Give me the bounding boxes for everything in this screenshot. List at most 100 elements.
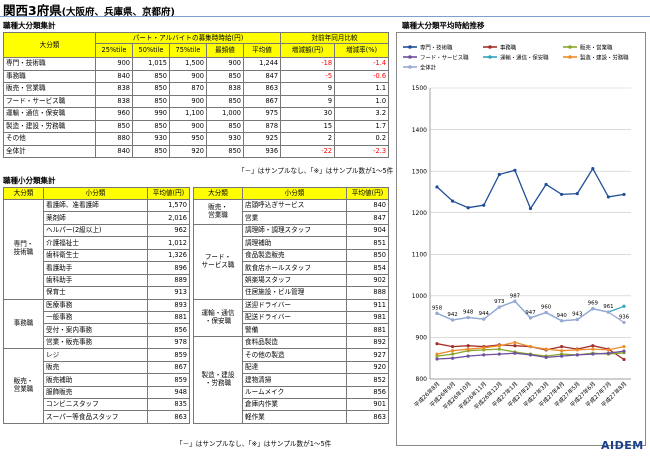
small-category-table: 大分類 小分類 平均値(円) 大分類 小分類 平均値(円) 専門・ 技術職 看護師、准看護師 1…: [3, 187, 389, 424]
large-row-value: 838: [206, 82, 244, 96]
large-row-value: 1,500: [169, 57, 207, 71]
large-row-value: 840: [95, 69, 133, 83]
large-row-value: 1.1: [334, 82, 390, 96]
large-row-value: 900: [95, 57, 133, 71]
column-gap: [190, 274, 194, 286]
data-point: [497, 305, 501, 309]
small-row-name: 看護助手: [43, 261, 148, 275]
large-row-value: 900: [169, 119, 207, 133]
small-row-name: 飲食店ホールスタッフ: [242, 261, 347, 275]
page-title-main: 関西3府県: [3, 3, 62, 18]
table-row: 全体計 840 850 920 850 936 -22 -2.3: [3, 144, 390, 158]
small-row-name: 介護福祉士: [43, 236, 148, 250]
data-point: [528, 344, 533, 349]
small-row-name: 建物清掃: [242, 373, 347, 387]
small-row-name: 住居施設・ビル管理: [242, 286, 347, 300]
large-row-value: 900: [206, 57, 244, 71]
y-tick-label: 1000: [412, 293, 427, 300]
column-gap: [190, 361, 194, 373]
data-point: [450, 344, 455, 349]
small-row-value: 851: [346, 236, 389, 250]
large-row-value: -2.3: [334, 144, 390, 158]
small-row-name: 歯科衛生士: [43, 248, 148, 263]
legend-label: 事務職: [500, 43, 517, 51]
data-point: [591, 344, 595, 348]
table-row: 運輸・通信・保安職 960 990 1,100 1,000 975 30 3.2: [3, 107, 390, 121]
data-point: [575, 191, 579, 196]
legend-label: 全体計: [420, 63, 437, 71]
data-point: [606, 310, 611, 314]
data-point: [560, 192, 564, 197]
large-row-value: 867: [242, 94, 282, 108]
small-row-value: 867: [147, 360, 190, 375]
table-row: フード・サービス職 838 850 900 850 867 9 1.0: [3, 94, 390, 108]
large-row-value: 0.2: [334, 132, 390, 146]
small-table-header: 平均値(円): [147, 187, 190, 200]
data-point: [544, 355, 548, 359]
large-row-value: 1.0: [334, 94, 390, 108]
large-table-col-header: 増減額(円): [280, 43, 336, 58]
data-point: [544, 182, 548, 187]
small-row-name: 保育士: [43, 286, 148, 300]
data-point: [466, 206, 470, 210]
column-gap: [190, 287, 194, 299]
large-row-value: 840: [95, 144, 133, 158]
data-label: 969: [588, 301, 599, 307]
small-row-value: 901: [346, 397, 389, 412]
table-row: 販売・ 営業職 レジ 859 その他の製造 927: [3, 348, 389, 424]
large-row-value: -18: [280, 57, 336, 71]
data-point: [450, 356, 455, 360]
small-group-category: 事務職: [3, 298, 44, 350]
data-point: [528, 316, 533, 320]
data-point: [560, 319, 564, 323]
page-subtitle: (大阪府、兵庫県、京都府): [61, 7, 175, 18]
title-divider: [0, 16, 650, 17]
legend-label: 運輸・通信・保安職: [500, 53, 549, 61]
large-row-value: 1,015: [132, 57, 170, 71]
small-group-category: 専門・ 技術職: [3, 199, 44, 300]
small-row-name: 配送ドライバー: [242, 310, 347, 325]
column-gap: [190, 237, 194, 249]
small-row-name: 一般事務: [43, 310, 148, 325]
small-row-name: 営業・販売事務: [43, 335, 148, 350]
small-row-value: 892: [346, 335, 389, 350]
legend-marker: [408, 55, 412, 59]
small-row-name: 軽作業: [242, 410, 347, 424]
small-row-value: 1,570: [147, 198, 190, 213]
data-point: [513, 168, 517, 172]
data-point: [466, 347, 470, 351]
y-tick-label: 800: [416, 376, 428, 383]
data-point: [560, 349, 564, 353]
large-row-value: 870: [169, 82, 207, 96]
data-label: 944: [479, 311, 490, 317]
large-row-value: 900: [169, 69, 207, 83]
data-point: [528, 353, 533, 357]
small-table-header: 大分類: [193, 187, 243, 200]
y-tick-label: 1300: [412, 168, 427, 175]
legend-marker: [488, 45, 492, 49]
data-point: [450, 199, 455, 203]
table-row: 事務職 840 850 900 850 847 -5 -0.6: [3, 69, 390, 83]
large-row-value: 1,100: [169, 107, 207, 121]
large-row-value: 960: [95, 107, 133, 121]
column-gap: [190, 212, 194, 224]
small-group-category: 販売・ 営業職: [3, 348, 44, 424]
large-row-value: 850: [206, 69, 244, 83]
data-point: [482, 203, 486, 207]
large-table-col-header: 最頻値: [206, 43, 244, 58]
large-row-value: 1,000: [206, 107, 244, 121]
large-table-col-header: 75%tile: [169, 43, 207, 58]
small-row-name: 食料品製造: [242, 335, 347, 350]
small-row-value: 893: [147, 298, 190, 312]
data-point: [622, 320, 626, 325]
small-row-value: 881: [147, 310, 190, 325]
small-row-value: 896: [147, 261, 190, 275]
column-gap: [190, 386, 194, 398]
large-row-category: フード・サービス職: [3, 94, 96, 108]
large-row-value: 880: [95, 132, 133, 146]
large-row-value: 9: [280, 94, 336, 108]
small-row-value: 920: [346, 360, 389, 375]
data-label: 947: [525, 310, 535, 316]
column-gap: [190, 374, 194, 386]
table-row: 販売・営業職 838 850 870 838 863 9 1.1: [3, 82, 390, 96]
